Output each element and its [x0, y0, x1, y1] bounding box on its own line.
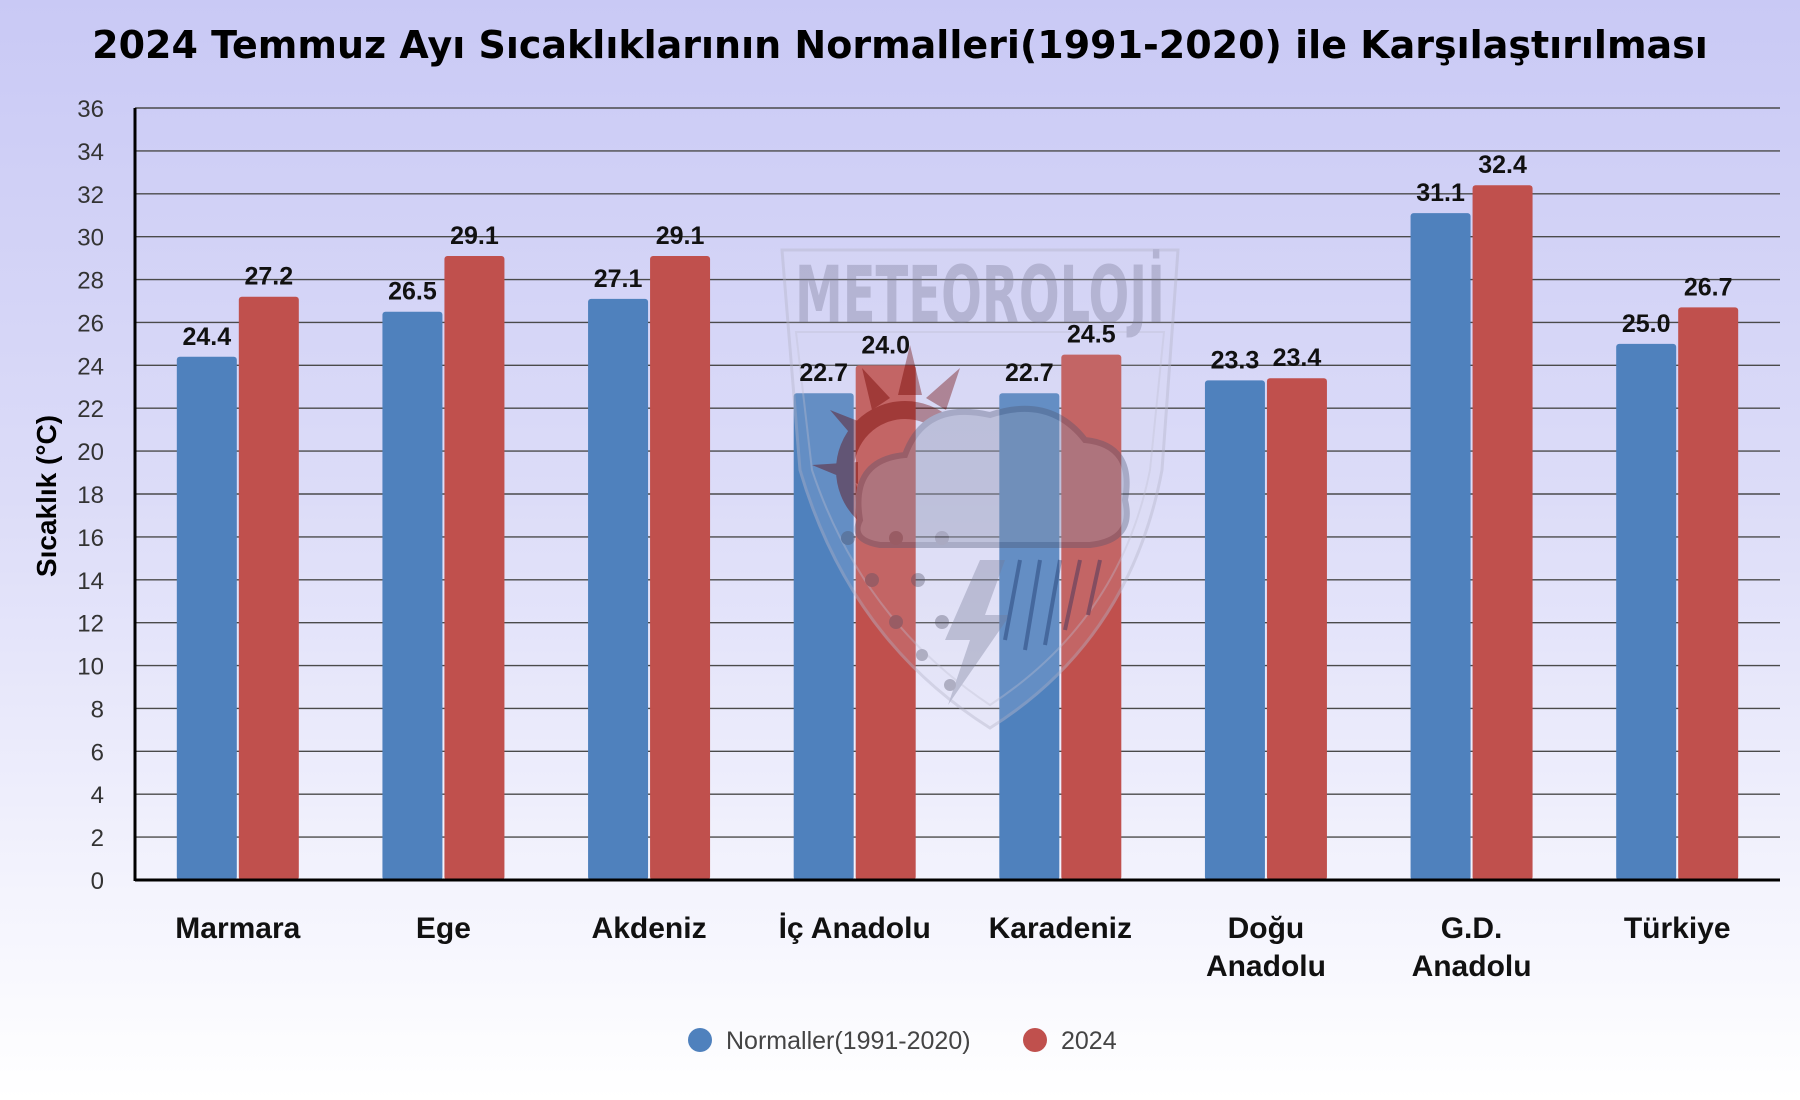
- data-label: 22.7: [799, 359, 848, 387]
- x-tick-label: Akdeniz: [592, 912, 707, 945]
- y-tick-label: 4: [91, 782, 104, 809]
- y-tick-label: 6: [91, 739, 104, 766]
- x-tick-label: G.D.: [1441, 912, 1503, 945]
- bar-normal: [1204, 380, 1265, 880]
- y-tick-label: 24: [77, 353, 104, 380]
- x-tick-label: Anadolu: [1206, 950, 1326, 983]
- y-tick-label: 22: [77, 396, 104, 423]
- x-tick-label: Marmara: [175, 912, 300, 945]
- axes: [133, 108, 1780, 882]
- y-tick-label: 36: [77, 96, 104, 123]
- y-axis-label: Sıcaklık (°C): [31, 415, 62, 577]
- data-label: 23.4: [1273, 344, 1322, 372]
- bars: [176, 185, 1739, 881]
- y-tick-label: 12: [77, 611, 104, 638]
- bar-2024: [1678, 307, 1739, 880]
- data-label: 27.2: [244, 263, 293, 291]
- data-labels: 24.4 27.2 26.5 29.1 27.1 29.1 22.7 24.0 22.7 24.5…: [182, 151, 1732, 387]
- bar-normal: [588, 298, 649, 880]
- bar-2024: [444, 255, 505, 880]
- data-label: 23.3: [1211, 346, 1260, 374]
- y-tick-label: 2: [91, 825, 104, 852]
- x-tick-label: Karadeniz: [989, 912, 1132, 945]
- data-label: 31.1: [1416, 179, 1465, 207]
- bar-normal: [382, 311, 443, 880]
- data-label: 24.4: [182, 323, 231, 351]
- data-label: 29.1: [450, 222, 499, 250]
- watermark-text: METEOROLOJİ: [795, 249, 1165, 341]
- y-tick-label: 20: [77, 439, 104, 466]
- lightning-icon: [945, 560, 1010, 705]
- watermark-inner-shield: [794, 331, 1166, 707]
- data-label: 24.5: [1067, 321, 1116, 349]
- y-tick-label: 34: [77, 139, 104, 166]
- y-tick-label: 30: [77, 225, 104, 252]
- bar-2024: [1472, 185, 1533, 880]
- bar-normal: [1616, 343, 1677, 880]
- data-label: 25.0: [1622, 310, 1671, 338]
- rain-icon: [1003, 559, 1102, 651]
- x-tick-label: İç Anadolu: [779, 912, 931, 945]
- y-tick-label: 18: [77, 482, 104, 509]
- bar-normal: [176, 356, 237, 880]
- legend-label: Normaller(1991-2020): [726, 1027, 971, 1055]
- bar-2024: [1266, 378, 1327, 880]
- hail-icon: [841, 531, 956, 691]
- legend-label: 2024: [1061, 1027, 1117, 1055]
- bar-normal: [999, 393, 1060, 880]
- y-tick-label: 8: [91, 696, 104, 723]
- bar-2024: [650, 255, 711, 880]
- y-tick-label: 14: [77, 568, 104, 595]
- cloud-icon: [854, 405, 1130, 548]
- data-label: 26.5: [388, 278, 437, 306]
- legend: Normaller(1991-2020) 2024: [688, 1027, 1117, 1055]
- bar-2024: [855, 365, 916, 880]
- data-label: 22.7: [1005, 359, 1054, 387]
- sun-icon: [812, 345, 974, 539]
- bar-normal: [1410, 213, 1471, 881]
- y-tick-label: 10: [77, 654, 104, 681]
- y-tick-label: 32: [77, 182, 104, 209]
- y-tick-label: 0: [91, 868, 104, 895]
- x-tick-label: Doğu: [1228, 912, 1305, 945]
- bar-2024: [1061, 354, 1122, 881]
- y-tick-label: 26: [77, 310, 104, 337]
- data-label: 26.7: [1684, 273, 1733, 301]
- chart-title: 2024 Temmuz Ayı Sıcaklıklarının Normalle…: [92, 23, 1708, 67]
- watermark-shield: [780, 248, 1180, 730]
- y-tick-label: 28: [77, 268, 104, 295]
- data-label: 29.1: [656, 222, 705, 250]
- x-tick-label: Ege: [416, 912, 471, 945]
- x-tick-label: Anadolu: [1412, 950, 1532, 983]
- data-label: 32.4: [1478, 151, 1527, 179]
- x-tick-label: Türkiye: [1624, 912, 1731, 945]
- meteoroloji-watermark: METEOROLOJİ: [780, 248, 1180, 730]
- x-axis-ticks: Marmara Ege Akdeniz İç Anadolu Karadeniz Doğu…: [175, 912, 1730, 983]
- data-label: 24.0: [861, 331, 910, 359]
- legend-marker: [1023, 1028, 1047, 1052]
- y-tick-label: 16: [77, 525, 104, 552]
- bar-2024: [238, 296, 299, 880]
- legend-marker: [688, 1028, 712, 1052]
- data-label: 27.1: [594, 265, 643, 293]
- bar-normal: [793, 393, 854, 880]
